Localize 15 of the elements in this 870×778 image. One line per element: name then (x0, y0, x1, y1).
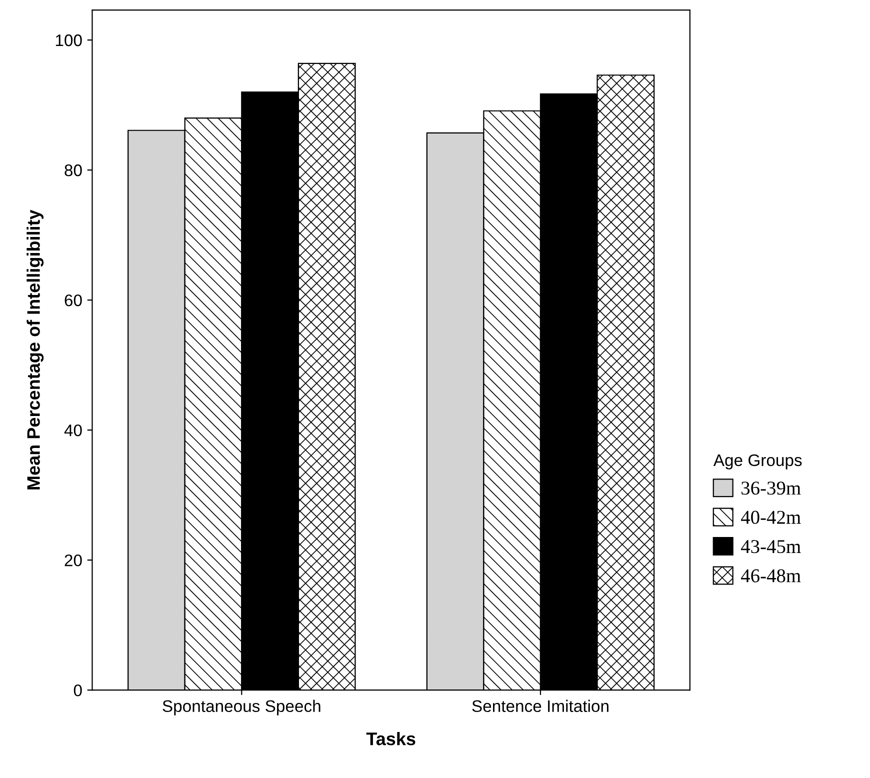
y-tick-label: 0 (74, 684, 82, 696)
y-tick-label: 80 (64, 164, 82, 176)
y-axis-title: Mean Percentage of Intelligibility (26, 210, 44, 490)
legend-title: Age Groups (713, 454, 802, 470)
y-tick-label: 60 (64, 294, 82, 306)
legend-label: 46-48m (740, 569, 801, 582)
legend-label: 40-42m (740, 510, 801, 524)
x-tick-label: Sentence Imitation (472, 700, 608, 712)
legend-label: 36-39m (742, 482, 801, 495)
y-tick-label: 100 (56, 34, 82, 46)
x-axis-title: Tasks (366, 732, 416, 746)
y-tick-label: 20 (64, 554, 82, 566)
legend-label: 43-45m (740, 540, 801, 554)
y-tick-label: 40 (64, 424, 82, 436)
x-tick-label: Spontaneous Speech (162, 700, 320, 716)
